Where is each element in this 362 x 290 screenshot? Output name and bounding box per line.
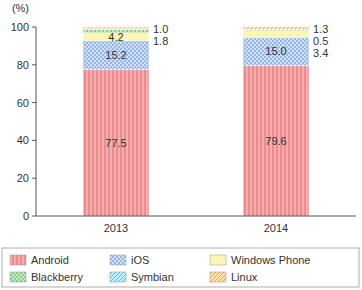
bars (83, 27, 309, 216)
data-labels: 77.5 15.2 4.2 1.01.8 79.6 15.0 1.30.53.4 (105, 23, 328, 149)
legend-label: Windows Phone (231, 254, 311, 266)
y-tick-label: 80 (17, 59, 29, 71)
bar-segment (243, 37, 309, 65)
y-tick (32, 27, 36, 28)
bar-segment (243, 27, 309, 29)
data-label: 15.0 (265, 45, 286, 57)
legend-swatch (110, 272, 126, 282)
x-axis (36, 216, 356, 217)
bar-segment (83, 70, 149, 216)
y-tick-label: 40 (17, 134, 29, 146)
data-label: 79.6 (265, 135, 286, 147)
data-label: 0.5 (313, 35, 328, 47)
bar-segment (243, 66, 309, 216)
data-label: 3.4 (313, 47, 328, 59)
legend-label: Linux (231, 271, 258, 283)
legend-label: Android (31, 254, 69, 266)
legend-swatch (10, 255, 26, 265)
y-tick (32, 216, 36, 217)
data-label: 77.5 (105, 137, 126, 149)
x-tick-label: 2014 (264, 222, 288, 234)
data-label: 1.8 (153, 35, 168, 47)
x-tick-label: 2013 (104, 222, 128, 234)
legend: Android iOS Windows Phone Blackberry Symbian… (2, 248, 359, 287)
y-tick-label: 100 (11, 21, 29, 33)
data-label: 4.2 (108, 31, 123, 43)
bar-segment (83, 27, 149, 29)
y-tick-label: 0 (23, 210, 29, 222)
legend-swatch (210, 272, 226, 282)
data-label: 1.3 (313, 23, 328, 35)
bar-segment (83, 41, 149, 70)
y-axis (36, 27, 37, 216)
bar-segment (243, 31, 309, 37)
data-label: 1.0 (153, 23, 168, 35)
y-tick-label: 60 (17, 97, 29, 109)
data-label: 15.2 (105, 49, 126, 61)
legend-label: iOS (131, 254, 149, 266)
legend-label: Blackberry (31, 271, 83, 283)
y-tick (32, 140, 36, 141)
y-tick-label: 20 (17, 172, 29, 184)
y-tick (32, 64, 36, 65)
legend-box (2, 248, 359, 287)
legend-swatch (210, 255, 226, 265)
legend-swatch (10, 272, 26, 282)
legend-label: Symbian (131, 271, 174, 283)
y-tick (32, 102, 36, 103)
chart: 0 20 40 60 80 100 (%) 77.5 15.2 4.2 1.01.8 79.6 15.0… (0, 0, 362, 290)
y-tick (32, 178, 36, 179)
legend-swatch (110, 255, 126, 265)
y-axis-label: (%) (12, 2, 29, 14)
